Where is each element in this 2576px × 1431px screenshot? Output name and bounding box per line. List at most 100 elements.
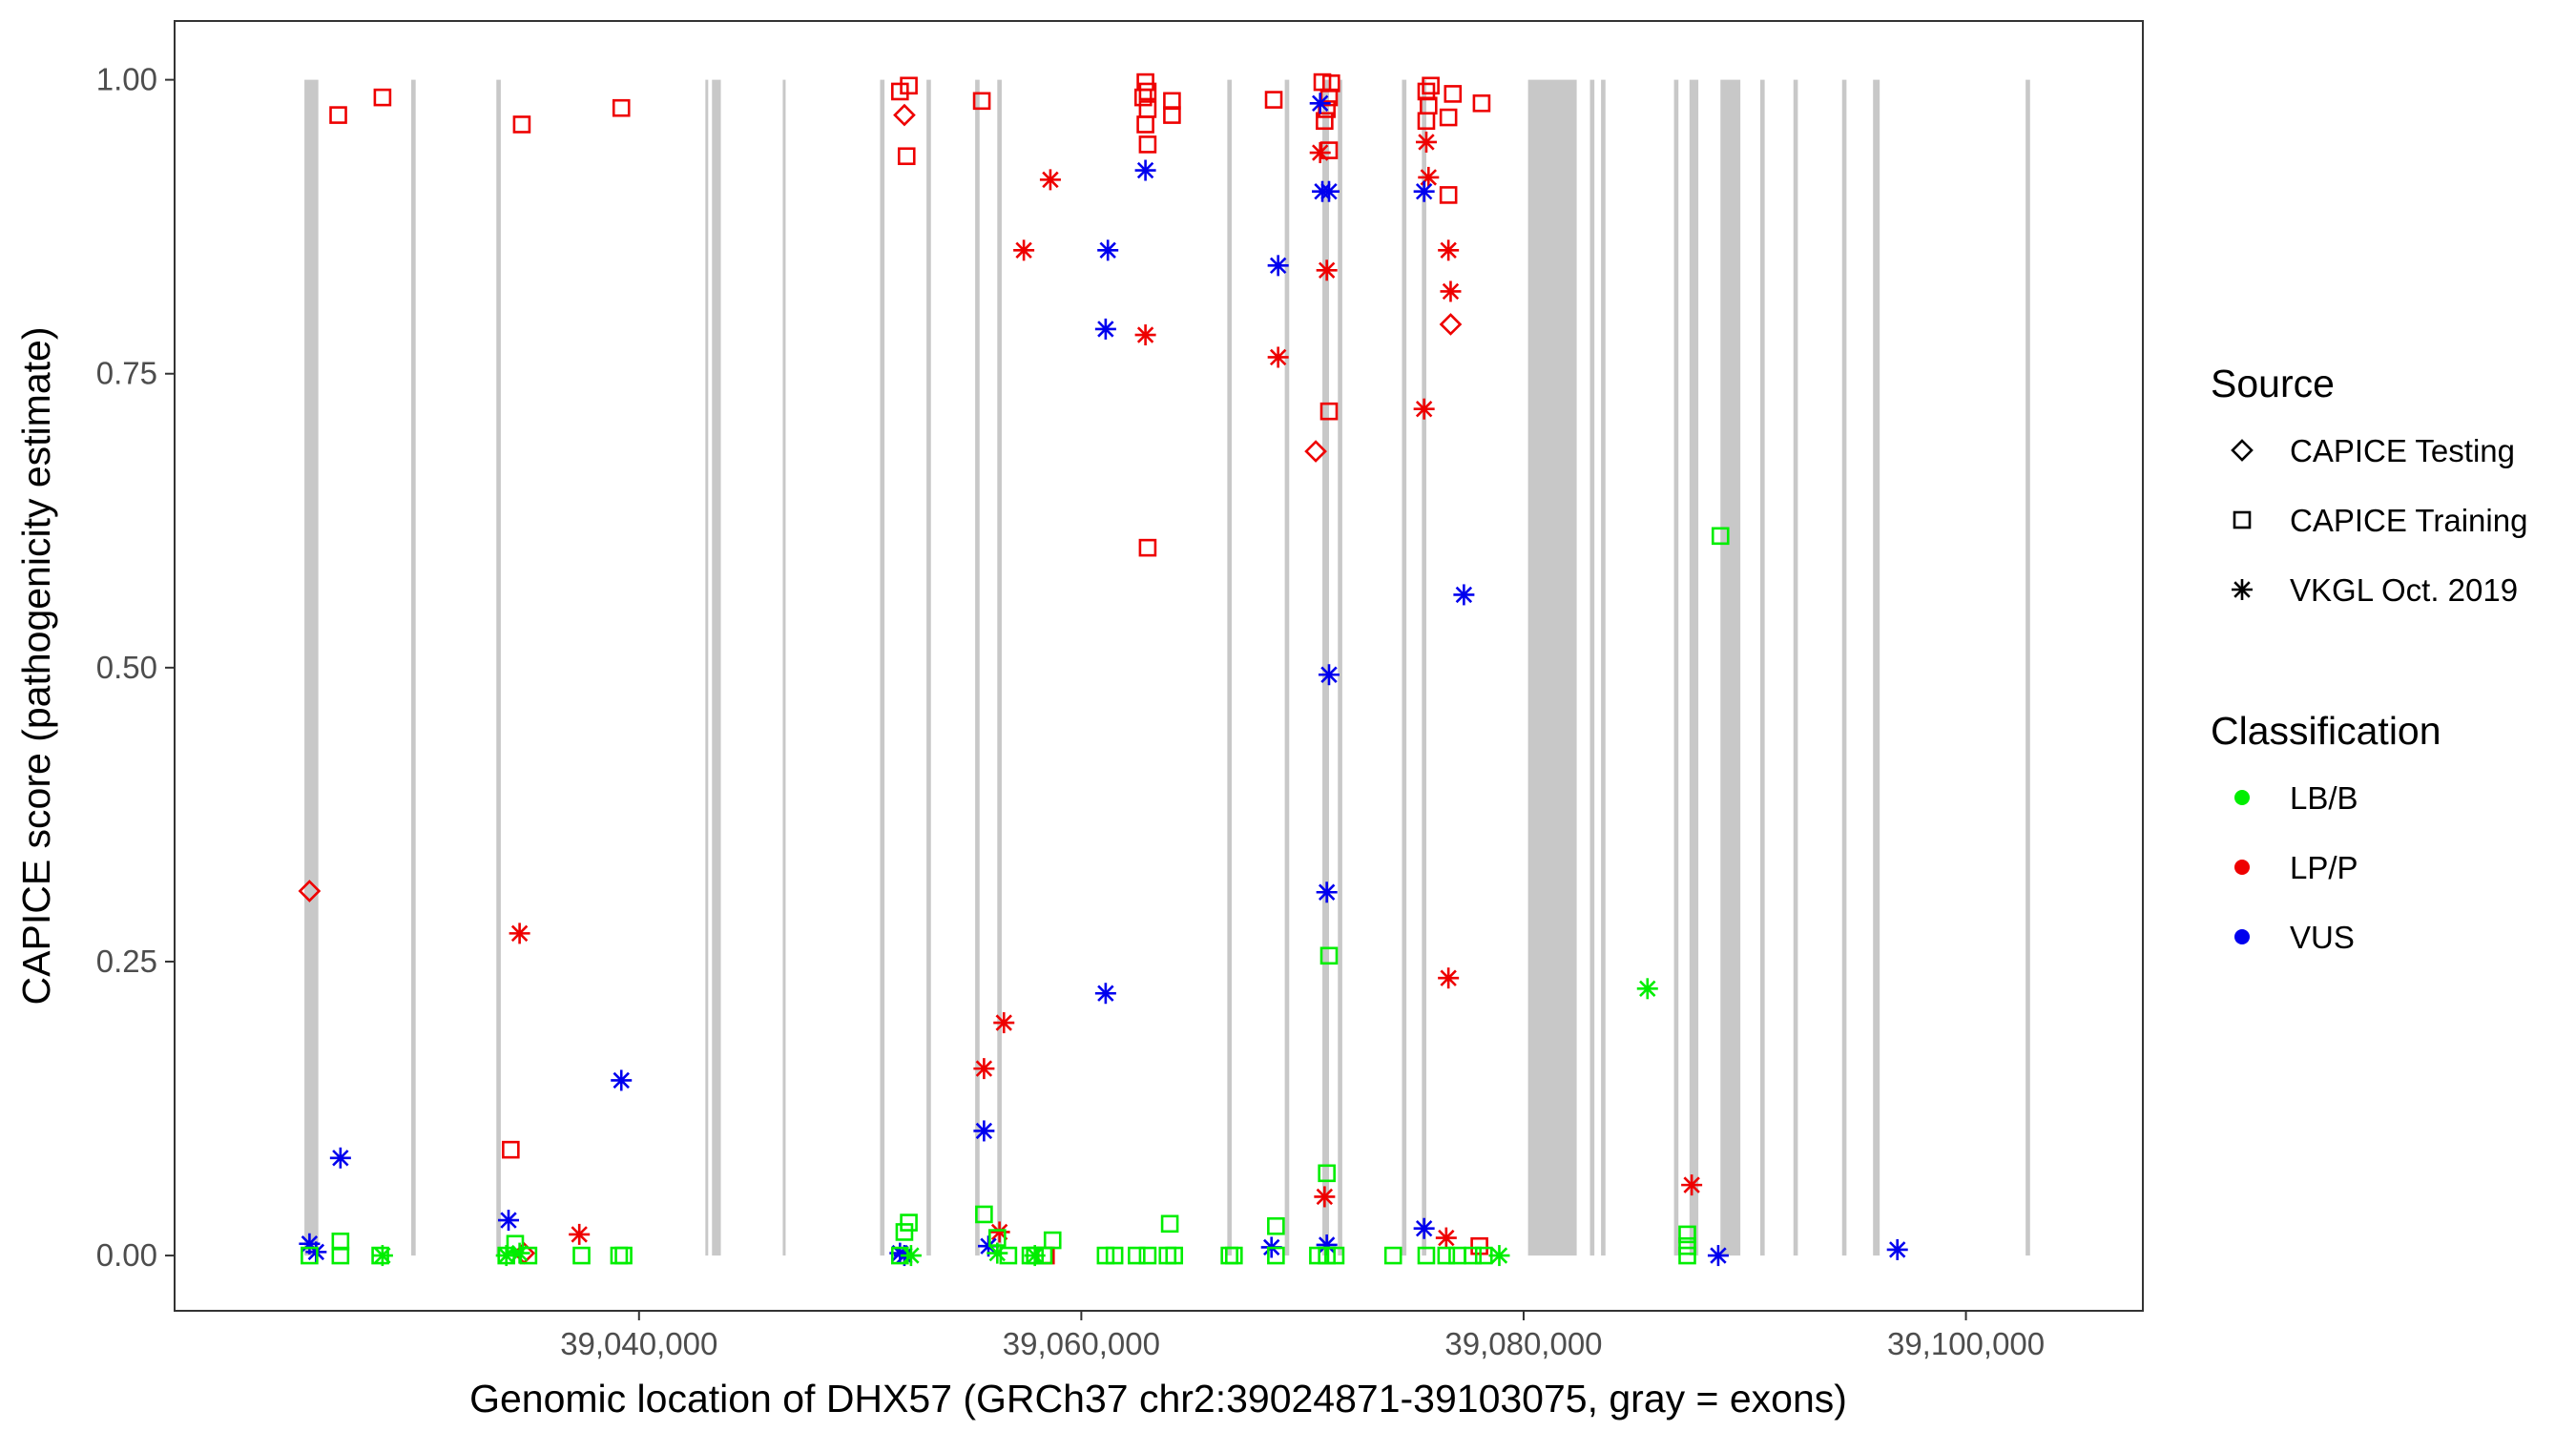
data-point-2-5 — [1267, 346, 1289, 368]
data-point-5-15 — [331, 1246, 350, 1265]
data-point-5-6 — [1160, 1214, 1179, 1234]
exon-band-4 — [712, 79, 721, 1256]
plot-panel-border — [174, 20, 2144, 1312]
series-2 — [509, 131, 1703, 1249]
data-point-5-28 — [1105, 1246, 1124, 1265]
exon-band-21 — [1720, 79, 1741, 1256]
exon-band-0 — [304, 79, 319, 1256]
data-point-5-40 — [1417, 1246, 1436, 1265]
data-point-3-8 — [1453, 584, 1475, 606]
data-point-3-0 — [1134, 159, 1156, 181]
y-tick-label: 0.75 — [96, 356, 157, 391]
y-tick-label: 0.25 — [96, 944, 157, 979]
data-point-0-9 — [1138, 82, 1157, 101]
data-point-5-42 — [1448, 1246, 1466, 1265]
x-tick-label: 39,060,000 — [1003, 1326, 1160, 1361]
data-point-5-22 — [890, 1246, 909, 1265]
exon-band-10 — [1227, 79, 1232, 1256]
data-point-2-17 — [1681, 1174, 1703, 1196]
exon-band-17 — [1589, 79, 1595, 1256]
data-point-0-2 — [512, 115, 531, 134]
data-point-5-2 — [1318, 1164, 1336, 1183]
data-point-5-16 — [371, 1246, 389, 1265]
data-point-0-16 — [1264, 91, 1283, 109]
data-point-0-33 — [502, 1140, 520, 1159]
series-5 — [301, 527, 1730, 1265]
exon-band-23 — [1793, 79, 1798, 1256]
data-point-2-7 — [1418, 166, 1440, 188]
data-point-1-0 — [893, 103, 916, 127]
data-point-1-2 — [1439, 313, 1463, 336]
data-point-5-23 — [999, 1246, 1018, 1265]
series-3 — [299, 93, 1908, 1267]
data-point-5-7 — [1267, 1216, 1285, 1235]
data-point-3-15 — [498, 1210, 520, 1232]
y-axis: 0.00 0.25 0.50 0.75 1.00 — [96, 62, 175, 1273]
data-point-0-21 — [1316, 112, 1334, 131]
data-point-3-14 — [611, 1069, 633, 1091]
data-point-0-29 — [1439, 108, 1458, 127]
data-point-0-28 — [1444, 85, 1463, 103]
data-point-5-30 — [1138, 1246, 1157, 1265]
legend-source-key-1 — [2233, 510, 2252, 529]
legend: Source CAPICE Testing CAPICE Training VKGL … — [2211, 362, 2527, 955]
exon-band-6 — [880, 79, 885, 1256]
data-point-3-7 — [1413, 180, 1435, 202]
data-point-2-16 — [1314, 1186, 1336, 1208]
x-tick-label: 39,040,000 — [560, 1326, 717, 1361]
exon-band-19 — [1673, 79, 1679, 1256]
data-point-4-7 — [900, 1245, 922, 1267]
x-tick-label: 39,100,000 — [1887, 1326, 2045, 1361]
data-point-3-23 — [1413, 1217, 1435, 1239]
data-point-2-3 — [1309, 142, 1331, 164]
data-point-0-12 — [1136, 115, 1154, 134]
data-point-2-12 — [509, 923, 530, 944]
data-point-0-32 — [1138, 538, 1157, 557]
exon-band-11 — [1284, 79, 1290, 1256]
legend-class-key-0 — [2234, 790, 2250, 805]
data-point-3-13 — [329, 1147, 351, 1169]
data-point-2-2 — [1134, 324, 1156, 346]
data-point-2-15 — [973, 1058, 995, 1080]
data-point-5-43 — [1464, 1246, 1482, 1265]
data-point-0-5 — [900, 76, 918, 95]
data-point-2-9 — [1440, 280, 1462, 302]
data-point-5-14 — [301, 1246, 319, 1265]
exon-band-3 — [705, 79, 709, 1256]
data-point-0-30 — [1472, 93, 1491, 113]
series-0 — [329, 73, 1491, 1265]
data-point-5-9 — [1678, 1236, 1696, 1255]
data-point-4-0 — [1636, 978, 1658, 1000]
data-point-3-10 — [1316, 881, 1338, 903]
data-point-1-1 — [1304, 440, 1327, 463]
data-point-0-13 — [1138, 135, 1157, 154]
data-point-5-18 — [519, 1246, 538, 1265]
data-point-0-6 — [897, 147, 916, 166]
data-point-5-45 — [1678, 1246, 1696, 1265]
data-point-0-31 — [1439, 186, 1458, 204]
data-point-5-3 — [975, 1205, 993, 1224]
legend-source-title: Source — [2211, 362, 2335, 405]
legend-class-key-1 — [2234, 860, 2250, 875]
data-point-0-3 — [612, 98, 631, 117]
legend-class-key-2 — [2234, 929, 2250, 944]
data-point-5-35 — [1267, 1246, 1285, 1265]
data-point-2-1 — [1013, 239, 1035, 261]
data-point-5-20 — [610, 1246, 629, 1265]
data-point-3-25 — [1886, 1238, 1908, 1260]
data-point-3-12 — [973, 1120, 995, 1142]
data-point-3-6 — [1318, 180, 1340, 202]
data-point-0-24 — [1422, 76, 1440, 95]
legend-source-key-0 — [2231, 439, 2254, 462]
data-point-5-38 — [1326, 1246, 1345, 1265]
data-points — [298, 73, 1908, 1267]
legend-class-title: Classification — [2211, 709, 2441, 753]
exon-band-22 — [1759, 79, 1765, 1256]
data-point-3-24 — [1707, 1245, 1729, 1267]
data-point-0-7 — [972, 92, 991, 111]
data-point-5-17 — [497, 1246, 515, 1265]
data-point-2-6 — [1415, 131, 1437, 153]
exon-band-24 — [1841, 79, 1847, 1256]
y-tick-label: 1.00 — [96, 62, 157, 97]
series-4 — [371, 978, 1658, 1267]
